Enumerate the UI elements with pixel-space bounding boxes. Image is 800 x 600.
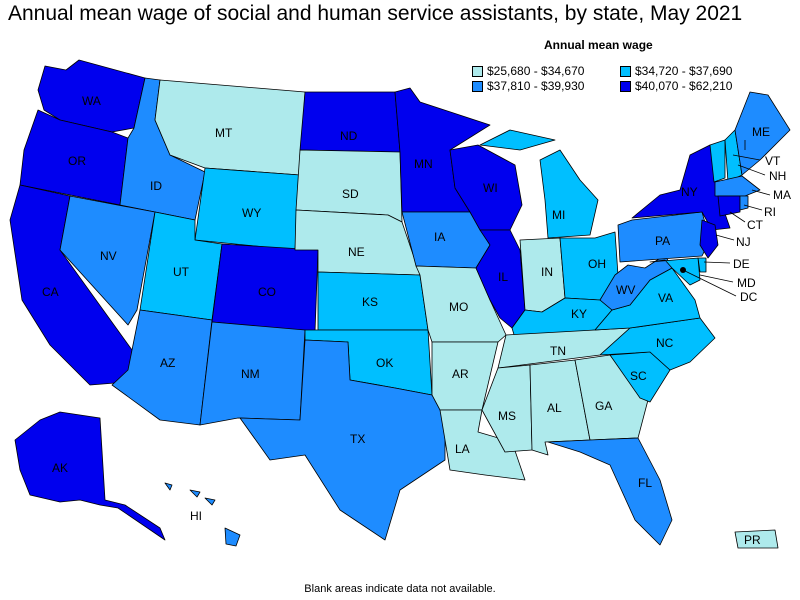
footnote: Blank areas indicate data not available. bbox=[304, 583, 496, 595]
label-KS: KS bbox=[362, 295, 378, 309]
state-MS[interactable] bbox=[481, 364, 533, 453]
label-CT: CT bbox=[747, 218, 764, 232]
legend-label-3: $37,810 - $39,930 bbox=[487, 79, 585, 93]
label-OR: OR bbox=[68, 154, 86, 168]
legend-swatch-1 bbox=[472, 65, 483, 77]
label-SC: SC bbox=[630, 369, 647, 383]
label-SD: SD bbox=[342, 187, 359, 201]
state-AK[interactable] bbox=[14, 411, 166, 541]
state-VT[interactable] bbox=[709, 139, 726, 183]
leader-lines bbox=[682, 140, 771, 297]
state-ND[interactable] bbox=[299, 91, 401, 153]
label-RI: RI bbox=[764, 205, 776, 219]
label-MD: MD bbox=[737, 276, 756, 290]
state-TX[interactable] bbox=[239, 339, 446, 541]
legend-label-2: $34,720 - $37,690 bbox=[635, 64, 733, 78]
legend-item-4: $40,070 - $62,210 bbox=[620, 79, 732, 93]
label-NJ: NJ bbox=[736, 235, 751, 249]
map-title: Annual mean wage of social and human ser… bbox=[8, 2, 743, 25]
label-TN: TN bbox=[550, 344, 566, 358]
legend-swatch-3 bbox=[472, 80, 483, 92]
legend-label-1: $25,680 - $34,670 bbox=[487, 64, 585, 78]
state-MD[interactable] bbox=[649, 257, 701, 286]
label-GA: GA bbox=[595, 399, 612, 413]
label-NM: NM bbox=[241, 367, 260, 381]
state-MI[interactable] bbox=[479, 129, 599, 239]
state-IL[interactable] bbox=[475, 229, 526, 329]
label-WY: WY bbox=[242, 206, 261, 220]
label-HI: HI bbox=[190, 509, 202, 523]
label-MS: MS bbox=[498, 409, 516, 423]
label-ND: ND bbox=[340, 129, 358, 143]
label-VT: VT bbox=[765, 154, 781, 168]
state-WA[interactable] bbox=[37, 59, 146, 133]
state-CT[interactable] bbox=[717, 195, 741, 217]
label-DE: DE bbox=[733, 257, 750, 271]
state-HI[interactable] bbox=[164, 482, 241, 547]
state-WV[interactable] bbox=[599, 254, 673, 311]
state-MA[interactable] bbox=[714, 175, 761, 197]
label-WI: WI bbox=[483, 181, 498, 195]
label-MT: MT bbox=[215, 126, 233, 140]
label-KY: KY bbox=[571, 307, 587, 321]
label-OK: OK bbox=[376, 356, 393, 370]
state-NJ[interactable] bbox=[699, 219, 719, 259]
label-MA: MA bbox=[773, 188, 791, 202]
label-AR: AR bbox=[452, 367, 469, 381]
label-FL: FL bbox=[638, 476, 652, 490]
label-DC: DC bbox=[740, 290, 758, 304]
label-PA: PA bbox=[655, 234, 670, 248]
label-ID: ID bbox=[150, 179, 162, 193]
label-IA: IA bbox=[434, 230, 445, 244]
label-NH: NH bbox=[769, 169, 786, 183]
state-FL[interactable] bbox=[547, 437, 673, 546]
legend-label-4: $40,070 - $62,210 bbox=[635, 79, 733, 93]
state-DE[interactable] bbox=[697, 257, 707, 273]
label-TX: TX bbox=[350, 432, 365, 446]
label-WA: WA bbox=[82, 94, 101, 108]
label-NC: NC bbox=[656, 336, 674, 350]
legend-item-3: $37,810 - $39,930 bbox=[472, 79, 584, 93]
label-AL: AL bbox=[547, 401, 562, 415]
label-PR: PR bbox=[744, 533, 761, 547]
label-VA: VA bbox=[658, 291, 673, 305]
label-IN: IN bbox=[541, 265, 553, 279]
legend-swatch-4 bbox=[620, 80, 631, 92]
legend-item-2: $34,720 - $37,690 bbox=[620, 64, 732, 78]
label-MI: MI bbox=[552, 208, 565, 222]
legend-item-1: $25,680 - $34,670 bbox=[472, 64, 584, 78]
state-NV[interactable] bbox=[59, 195, 156, 326]
state-LA[interactable] bbox=[439, 409, 526, 481]
label-IL: IL bbox=[498, 270, 508, 284]
state-PR[interactable] bbox=[734, 529, 779, 549]
label-CA: CA bbox=[42, 285, 59, 299]
label-LA: LA bbox=[455, 442, 470, 456]
label-CO: CO bbox=[258, 285, 276, 299]
label-MO: MO bbox=[449, 300, 468, 314]
label-AK: AK bbox=[52, 461, 68, 475]
label-NE: NE bbox=[348, 245, 365, 259]
label-AZ: AZ bbox=[160, 356, 175, 370]
state-GA[interactable] bbox=[574, 354, 649, 441]
label-WV: WV bbox=[616, 283, 635, 297]
state-ME[interactable] bbox=[734, 91, 791, 176]
label-NY: NY bbox=[681, 185, 698, 199]
legend-swatch-2 bbox=[620, 65, 631, 77]
state-RI[interactable] bbox=[739, 195, 749, 211]
label-NV: NV bbox=[100, 249, 117, 263]
label-OH: OH bbox=[588, 257, 606, 271]
label-ME: ME bbox=[752, 125, 770, 139]
legend-title: Annual mean wage bbox=[544, 38, 653, 52]
label-MN: MN bbox=[414, 157, 433, 171]
label-UT: UT bbox=[173, 265, 190, 279]
